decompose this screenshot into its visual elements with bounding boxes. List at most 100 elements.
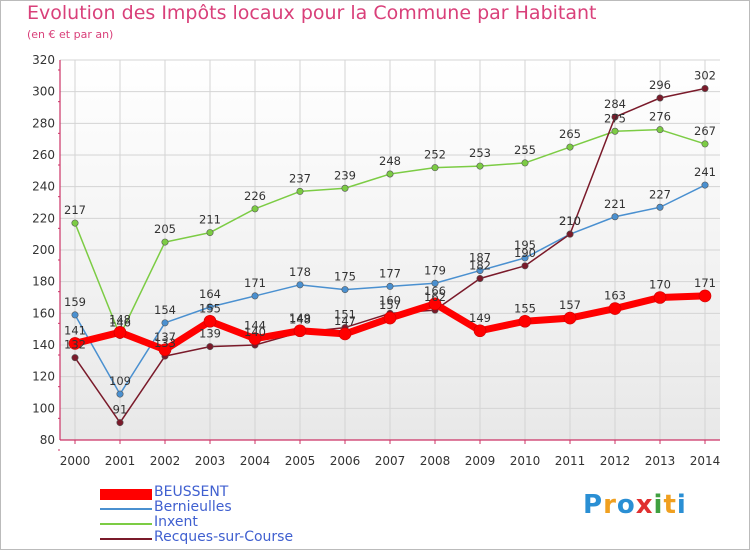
data-label-recques-sur-course: 182 xyxy=(469,259,491,273)
y-tick-label: 200 xyxy=(32,243,55,257)
data-point-inxent xyxy=(521,159,529,167)
data-point-beussent xyxy=(293,324,307,338)
data-label-recques-sur-course: 139 xyxy=(199,327,221,341)
data-point-bernieulles xyxy=(296,281,304,289)
x-tick-label: 2009 xyxy=(465,454,496,468)
proxiti-logo: Proxiti xyxy=(583,490,687,520)
y-tick-label: 160 xyxy=(32,306,55,320)
data-label-bernieulles: 221 xyxy=(604,197,626,211)
legend-label: BEUSSENT xyxy=(154,484,229,500)
data-point-beussent xyxy=(248,332,262,345)
x-tick-label: 2010 xyxy=(510,454,541,468)
data-label-recques-sur-course: 162 xyxy=(424,290,446,304)
data-label-bernieulles: 175 xyxy=(334,270,356,284)
data-label-beussent: 141 xyxy=(64,323,86,337)
y-tick-label: 80 xyxy=(40,433,55,447)
legend-swatch xyxy=(100,538,152,540)
data-label-inxent: 248 xyxy=(379,154,401,168)
data-point-beussent xyxy=(203,314,217,328)
data-label-inxent: 265 xyxy=(559,127,581,141)
data-label-beussent: 157 xyxy=(379,298,401,312)
data-label-bernieulles: 241 xyxy=(694,165,716,179)
data-point-bernieulles xyxy=(341,286,349,294)
data-label-beussent: 157 xyxy=(559,298,581,312)
x-tick-label: 2011 xyxy=(555,454,586,468)
data-point-inxent xyxy=(206,229,214,237)
x-tick-label: 2003 xyxy=(195,454,226,468)
series-layer xyxy=(68,85,712,427)
data-point-inxent xyxy=(656,126,664,134)
data-label-bernieulles: 164 xyxy=(199,287,221,301)
data-point-bernieulles xyxy=(476,267,484,275)
legend-swatch xyxy=(100,508,152,510)
data-point-inxent xyxy=(71,219,79,227)
y-tick-label: 280 xyxy=(32,116,55,130)
data-point-bernieulles xyxy=(656,203,664,211)
data-label-inxent: 253 xyxy=(469,146,491,160)
data-point-beussent xyxy=(518,314,532,328)
x-tick-label: 2005 xyxy=(285,454,316,468)
data-point-inxent xyxy=(611,127,619,135)
data-label-inxent: 226 xyxy=(244,189,266,203)
data-point-bernieulles xyxy=(206,303,214,311)
data-label-recques-sur-course: 133 xyxy=(154,336,176,350)
y-tick-label: 120 xyxy=(32,370,55,384)
data-label-beussent: 148 xyxy=(109,312,131,326)
data-point-beussent xyxy=(113,326,127,339)
x-tick-label: 2004 xyxy=(240,454,271,468)
data-label-recques-sur-course: 302 xyxy=(694,69,716,83)
data-label-bernieulles: 154 xyxy=(154,303,176,317)
data-point-inxent xyxy=(431,164,439,172)
data-point-bernieulles xyxy=(161,319,169,327)
y-tick-label: 220 xyxy=(32,211,55,225)
data-point-recques-sur-course xyxy=(71,354,79,362)
data-label-inxent: 276 xyxy=(649,110,671,124)
chart-title: Evolution des Impôts locaux pour la Comm… xyxy=(27,2,597,24)
data-label-inxent: 205 xyxy=(154,222,176,236)
x-tick-label: 2007 xyxy=(375,454,406,468)
data-label-recques-sur-course: 190 xyxy=(514,246,536,260)
x-tick-label: 2000 xyxy=(60,454,91,468)
data-point-recques-sur-course xyxy=(521,262,529,270)
data-point-beussent xyxy=(563,311,577,325)
logo-letter: P xyxy=(583,490,604,520)
data-point-inxent xyxy=(476,162,484,170)
data-label-beussent: 144 xyxy=(244,319,266,333)
data-point-inxent xyxy=(296,187,304,195)
data-label-inxent: 211 xyxy=(199,213,221,227)
y-tick-label: 320 xyxy=(32,53,55,67)
logo-letter: x xyxy=(635,490,654,520)
logo-letter: t xyxy=(663,490,677,520)
x-tick-label: 2001 xyxy=(105,454,136,468)
data-label-beussent: 163 xyxy=(604,289,626,303)
legend-swatch xyxy=(100,488,152,500)
data-point-inxent xyxy=(341,184,349,192)
data-label-inxent: 267 xyxy=(694,124,716,138)
data-label-recques-sur-course: 148 xyxy=(289,312,311,326)
data-point-inxent xyxy=(386,170,394,178)
logo-letter: i xyxy=(653,490,664,520)
data-label-beussent: 170 xyxy=(649,278,671,292)
data-label-recques-sur-course: 160 xyxy=(379,293,401,307)
data-point-beussent xyxy=(158,343,172,357)
data-label-beussent: 137 xyxy=(154,330,176,344)
data-label-inxent: 255 xyxy=(514,143,536,157)
data-label-inxent: 239 xyxy=(334,168,356,182)
data-point-inxent xyxy=(251,205,259,213)
data-label-beussent: 147 xyxy=(334,314,356,328)
data-point-recques-sur-course xyxy=(656,94,664,102)
data-label-beussent: 166 xyxy=(424,284,446,298)
data-point-beussent xyxy=(338,327,352,341)
data-label-bernieulles: 195 xyxy=(514,238,536,252)
data-label-beussent: 155 xyxy=(199,301,221,315)
data-label-bernieulles: 171 xyxy=(244,276,266,290)
data-label-beussent: 149 xyxy=(289,311,311,325)
data-label-bernieulles: 159 xyxy=(64,295,86,309)
data-label-beussent: 155 xyxy=(514,301,536,315)
data-label-recques-sur-course: 151 xyxy=(334,308,356,322)
data-label-inxent: 237 xyxy=(289,171,311,185)
legend-label: Recques-sur-Course xyxy=(154,529,294,545)
legend-label: Inxent xyxy=(154,514,198,530)
data-point-beussent xyxy=(608,302,622,315)
